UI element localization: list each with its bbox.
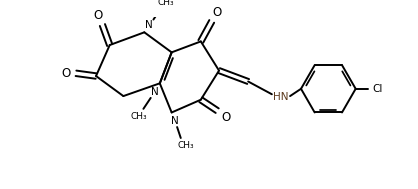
Text: O: O (222, 112, 231, 124)
Text: O: O (61, 67, 71, 80)
Text: CH₃: CH₃ (158, 0, 174, 7)
Text: Cl: Cl (372, 84, 383, 94)
Text: CH₃: CH₃ (177, 141, 194, 150)
Text: N: N (151, 87, 159, 97)
Text: CH₃: CH₃ (130, 112, 147, 121)
Text: N: N (145, 20, 153, 30)
Text: O: O (93, 9, 102, 22)
Text: HN: HN (273, 92, 289, 102)
Text: O: O (213, 6, 222, 19)
Text: N: N (171, 116, 178, 126)
